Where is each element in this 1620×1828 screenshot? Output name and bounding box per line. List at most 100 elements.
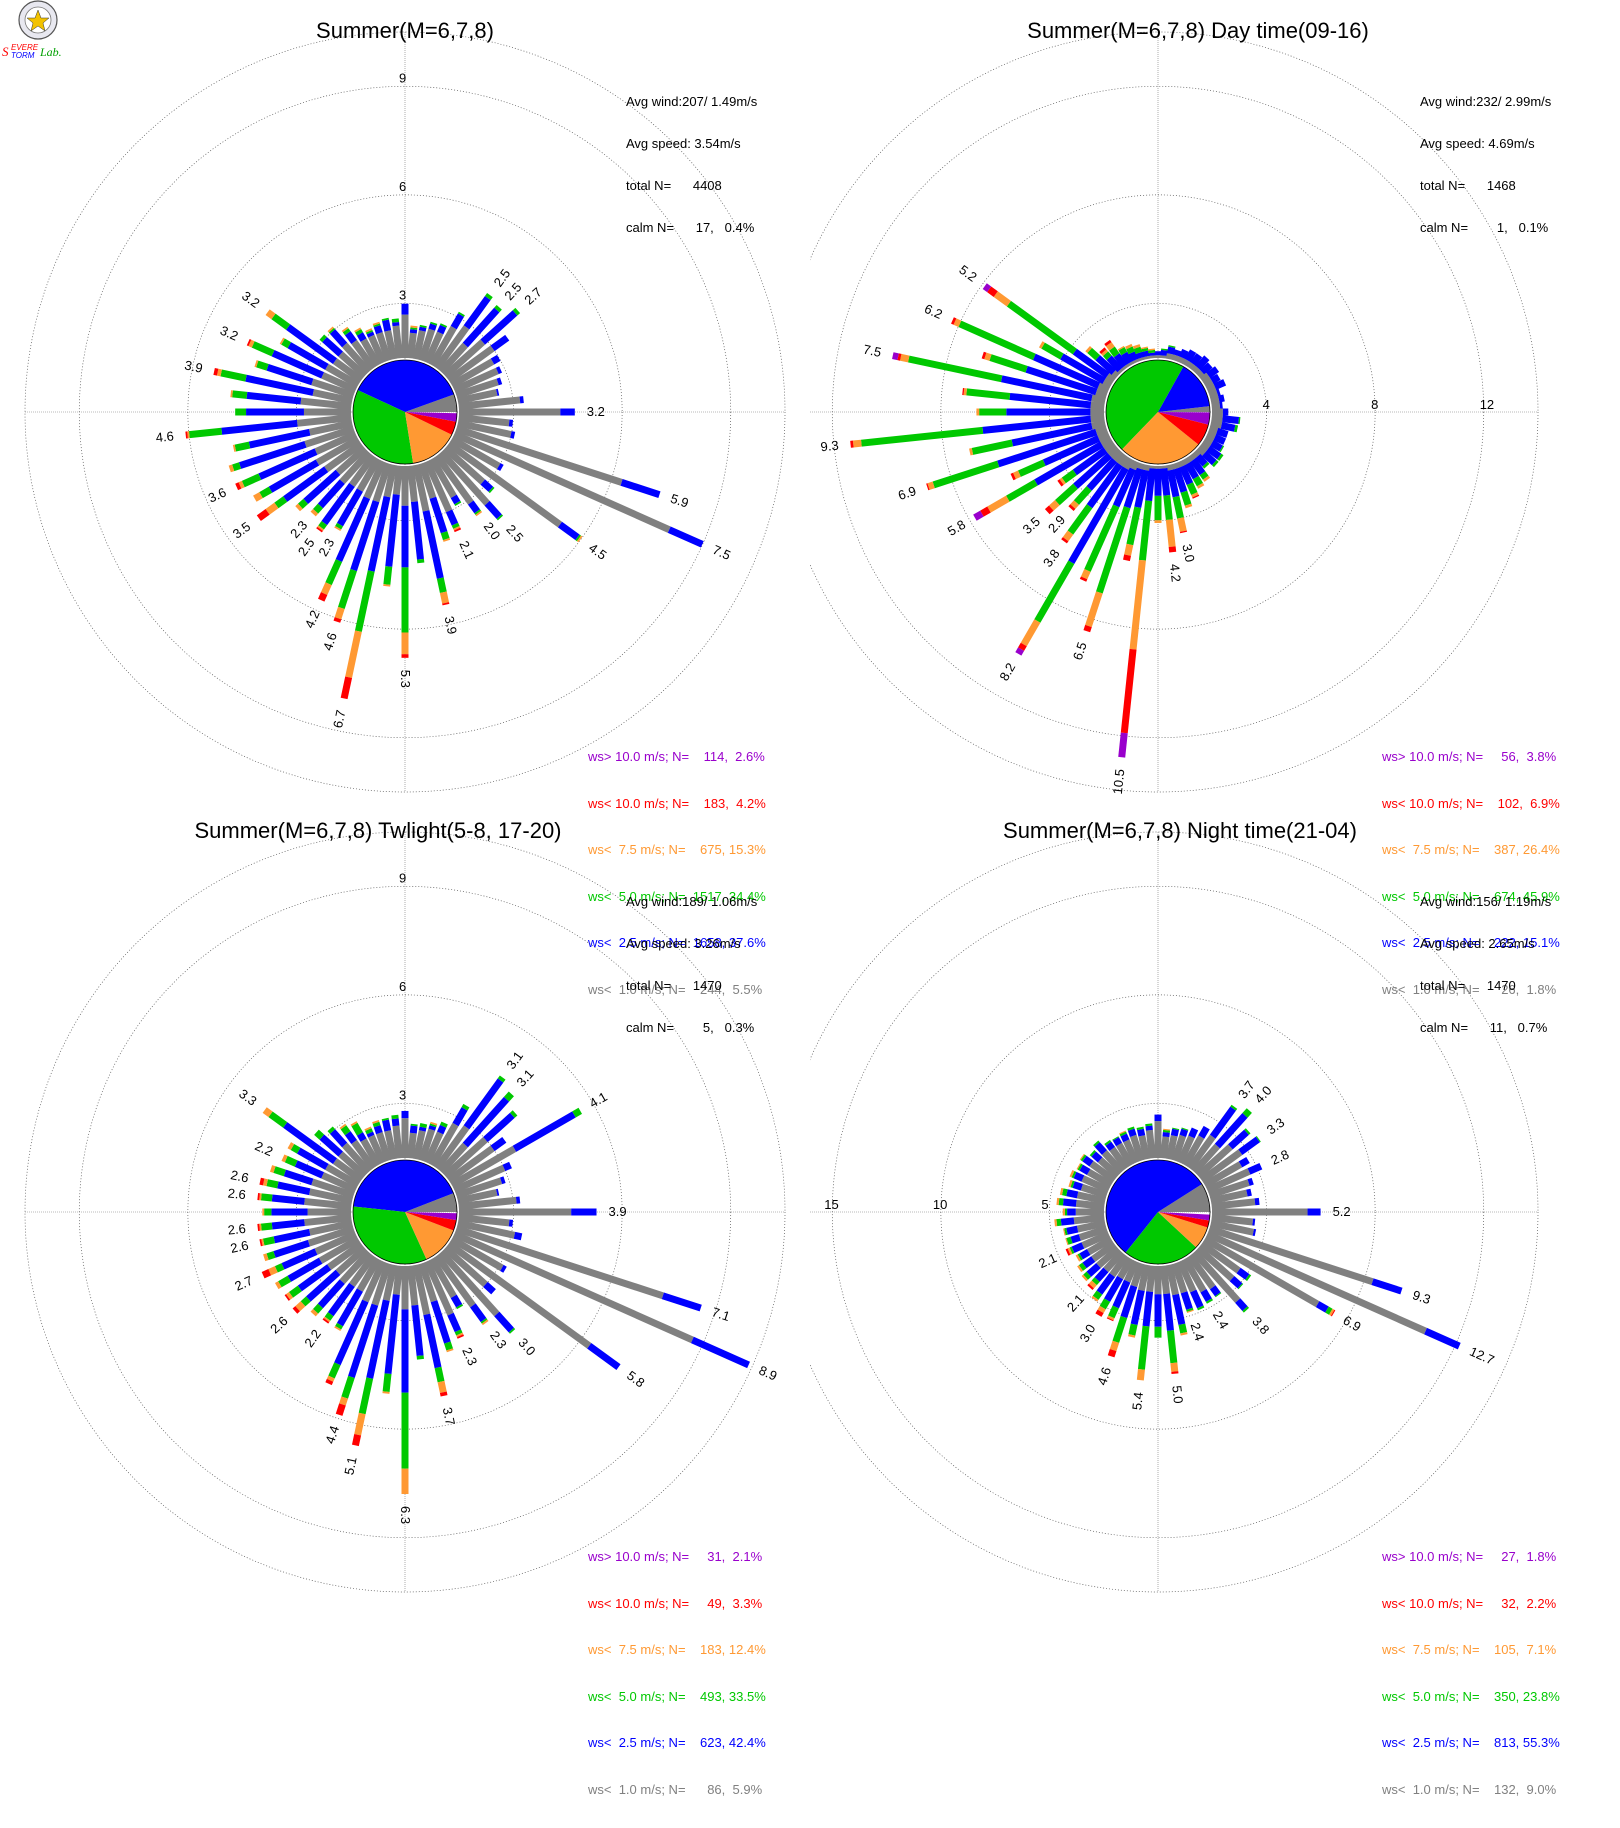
sector-bar-segment — [348, 333, 354, 342]
sector-bar-segment — [337, 618, 338, 621]
sector-bar-segment — [983, 355, 986, 356]
sector-total-label: 3.3 — [1264, 1115, 1287, 1138]
sector-bar-segment — [362, 1378, 370, 1413]
sector-bar-segment — [1120, 370, 1122, 372]
sector-bar-segment — [233, 394, 247, 396]
sector-bar-segment — [333, 332, 345, 345]
sector-bar-segment — [502, 1268, 505, 1270]
sector-bar-segment — [368, 330, 369, 332]
sector-bar-segment — [1073, 503, 1077, 507]
sector-bar-segment — [1245, 1111, 1249, 1116]
sector-bar-segment — [1194, 494, 1195, 496]
legend-gt10: ws> 10.0 m/s; N= 31, 2.1% — [588, 1549, 766, 1565]
sector-bar-segment — [1139, 353, 1141, 358]
sector-bar-segment — [1021, 644, 1024, 649]
sector-bar-segment — [1212, 406, 1220, 407]
sector-total-label: 2.1 — [1064, 1291, 1087, 1314]
sector-bar-segment — [512, 1113, 515, 1115]
sector-bar-segment — [574, 1111, 580, 1115]
ring-label: 3 — [399, 287, 406, 302]
sector-total-label: 6.7 — [330, 709, 348, 730]
calm-n-text: calm N= 17, 0.4% — [626, 221, 757, 235]
sector-bar-segment — [1214, 463, 1216, 465]
sector-bar-segment — [471, 503, 477, 512]
sector-total-label: 5.1 — [341, 1455, 359, 1476]
sector-bar-segment — [237, 485, 240, 486]
lab-seal-icon: S EVERE TORM Lab. — [0, 0, 92, 62]
sector-bar-segment — [990, 358, 1026, 370]
sector-bar-segment — [458, 1331, 459, 1334]
sector-bar-segment — [1184, 492, 1188, 505]
stats-box: Avg wind:232/ 2.99m/s Avg speed: 4.69m/s… — [1420, 67, 1551, 263]
sector-total-label: 4.6 — [155, 428, 175, 445]
sector-total-label: 4.1 — [587, 1089, 610, 1111]
sector-bar-segment — [589, 1346, 618, 1367]
sector-bar-segment — [484, 1320, 485, 1321]
sector-bar-segment — [259, 512, 268, 518]
sector-total-label: 8.9 — [757, 1363, 780, 1384]
legend-gt10: ws> 10.0 m/s; N= 114, 2.6% — [588, 749, 766, 765]
sector-bar-segment — [1217, 431, 1227, 434]
sector-total-label: 2.2 — [253, 1138, 276, 1159]
sector-bar-segment — [1096, 1143, 1097, 1145]
sector-bar-segment — [1183, 1130, 1185, 1136]
sector-bar-segment — [355, 1435, 357, 1446]
sector-bar-segment — [345, 1377, 352, 1398]
sector-bar-segment — [1116, 1317, 1124, 1342]
sector-total-label: 3.2 — [218, 323, 241, 344]
sector-bar-segment — [1062, 480, 1064, 482]
sector-total-label: 7.1 — [710, 1304, 732, 1324]
sector-bar-segment — [344, 677, 349, 698]
sector-bar-segment — [1125, 366, 1127, 368]
sector-bar-segment — [1124, 649, 1133, 733]
ring-label: 5 — [1041, 1197, 1048, 1212]
sector-bar-segment — [1084, 1277, 1086, 1278]
avg-wind-text: Avg wind:156/ 1.19m/s — [1420, 895, 1551, 909]
sector-bar-segment — [432, 325, 434, 330]
sector-bar-segment — [497, 369, 500, 370]
sector-bar-segment — [273, 316, 288, 327]
sector-bar-segment — [929, 485, 934, 487]
sector-bar-segment — [1140, 358, 1141, 361]
sector-bar-segment — [189, 431, 221, 434]
ring-label: 9 — [399, 70, 406, 85]
sector-total-label: 3.8 — [1040, 546, 1063, 569]
sector-bar-segment — [1221, 449, 1222, 450]
sector-bar-segment — [1135, 360, 1136, 362]
sector-total-label: 3.8 — [1249, 1314, 1272, 1337]
sector-bar-segment — [955, 322, 960, 324]
sector-bar-segment — [934, 464, 999, 485]
sector-bar-segment — [985, 356, 990, 358]
sector-bar-segment — [422, 327, 423, 331]
sector-bar-segment — [395, 1119, 396, 1126]
sector-bar-segment — [1233, 1107, 1234, 1109]
stats-box: Avg wind:189/ 1.06m/s Avg speed: 3.26m/s… — [626, 867, 757, 1063]
sector-bar-segment — [1087, 626, 1089, 631]
sector-total-label: 6.9 — [896, 483, 918, 503]
sector-bar-segment — [1175, 463, 1177, 468]
sector-bar-segment — [332, 1364, 338, 1377]
sector-bar-segment — [1129, 348, 1131, 353]
legend-lt7-5: ws< 7.5 m/s; N= 105, 7.1% — [1382, 1642, 1560, 1658]
sector-bar-segment — [1108, 1144, 1112, 1149]
sector-bar-segment — [1090, 350, 1098, 357]
sector-total-label: 2.2 — [301, 1327, 324, 1350]
sector-bar-segment — [1141, 1326, 1146, 1369]
sector-bar-segment — [396, 326, 399, 358]
sector-total-label: 3.6 — [206, 485, 229, 506]
sector-total-label: 3.0 — [1179, 543, 1197, 564]
sector-bar-segment — [1146, 357, 1147, 360]
sector-bar-segment — [438, 1367, 441, 1381]
sector-bar-segment — [1164, 350, 1165, 355]
sector-total-label: 2.8 — [1269, 1147, 1292, 1168]
sector-bar-segment — [1149, 468, 1152, 500]
sector-bar-segment — [265, 1110, 271, 1114]
sector-bar-segment — [1175, 355, 1177, 360]
sector-bar-segment — [341, 570, 353, 608]
sector-bar-segment — [477, 511, 478, 512]
sector-bar-segment — [1073, 1245, 1083, 1249]
sector-bar-segment — [1128, 544, 1130, 555]
sector-bar-segment — [1112, 349, 1117, 356]
sector-bar-segment — [427, 1314, 438, 1367]
sector-bar-segment — [1170, 347, 1171, 354]
